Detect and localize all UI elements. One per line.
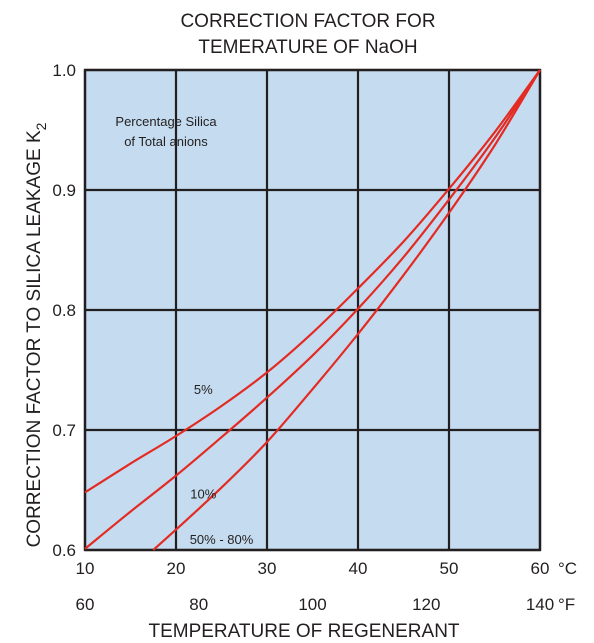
curve-labels: 5% 10% 50% - 80% [190,382,254,547]
y-tick-label: 0.6 [52,541,76,560]
y-axis-label-main: CORRECTION FACTOR TO SILICA LEAKAGE K [24,130,45,547]
x-axis-label: TEMPERATURE OF REGENERANT [148,621,459,642]
series-line-2 [84,69,541,550]
x-tick-label-fahrenheit: 60 [76,595,95,614]
x-tick-labels-celsius: 10 20 30 40 50 60 [76,559,550,578]
legend-title-line-1: Percentage Silica [115,114,217,129]
y-tick-label: 0.8 [52,301,76,320]
y-tick-label: 0.9 [52,181,76,200]
y-axis-label-subscript: 2 [33,122,49,130]
x-tick-label-fahrenheit: 100 [298,595,326,614]
x-tick-label-celsius: 30 [258,559,277,578]
x-tick-label-fahrenheit: 80 [189,595,208,614]
plot-frame [83,68,542,552]
series-line-3 [152,69,541,551]
curves [84,69,541,551]
x-unit-fahrenheit: °F [558,595,575,614]
chart-title-line-1: CORRECTION FACTOR FOR [180,11,435,32]
x-tick-label-celsius: 50 [440,559,459,578]
x-tick-labels-fahrenheit: 60 80 100 120 140 [76,595,555,614]
x-tick-label-celsius: 40 [349,559,368,578]
x-tick-label-celsius: 10 [76,559,95,578]
y-tick-labels: 0.6 0.7 0.8 0.9 1.0 [52,61,76,560]
y-tick-label: 0.7 [52,421,76,440]
x-tick-label-fahrenheit: 120 [412,595,440,614]
chart-title-line-2: TEMERATURE OF NaOH [198,37,417,58]
series-line-1 [84,69,541,494]
x-tick-label-fahrenheit: 140 [526,595,554,614]
x-tick-label-celsius: 20 [167,559,186,578]
series-label-1: 5% [194,382,213,397]
legend-title-line-2: of Total anions [124,134,208,149]
series-label-2: 10% [190,486,216,501]
series-label-3: 50% - 80% [190,532,254,547]
y-tick-label: 1.0 [52,61,76,80]
y-axis-label: CORRECTION FACTOR TO SILICA LEAKAGE K2 [24,122,49,547]
x-unit-celsius: °C [558,559,577,578]
x-tick-label-celsius: 60 [531,559,550,578]
